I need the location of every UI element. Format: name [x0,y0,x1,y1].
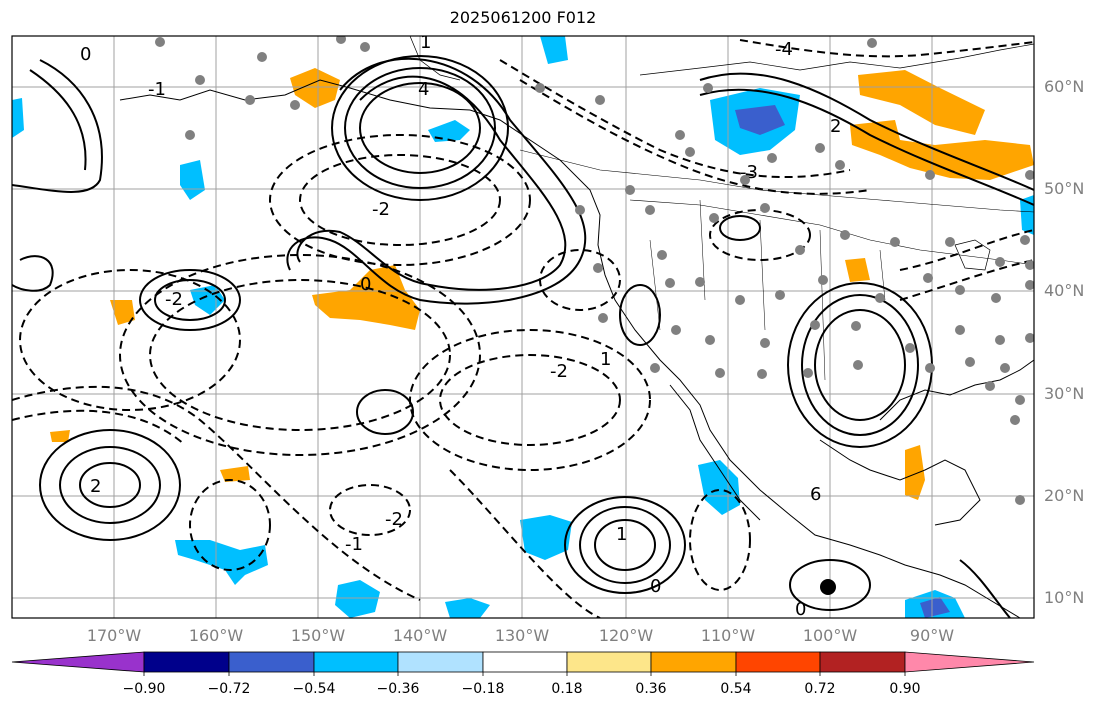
darkblue-area-canada [735,105,785,135]
contour-label: 0 [360,274,371,295]
station-dots [155,36,1034,505]
contour-high-sw [79,462,141,508]
colorbar-segment [566,651,652,673]
contour-label: 2 [90,476,101,497]
colorbar-segment [143,651,230,673]
contour-ridge [286,57,587,305]
contour-label: -2 [165,289,183,310]
lon-label: 110°W [700,626,756,645]
blue-area-east-edge [1020,195,1034,235]
colorbar-segment [650,651,737,673]
colorbar-tick-label: −0.18 [461,681,505,697]
orange-area-central-us [845,258,870,282]
lat-label: 40°N [1044,281,1085,300]
colorbar-tick-label: 0.54 [720,681,752,697]
contour-label: 1 [420,32,431,53]
colorbar-tick-label: −0.72 [207,681,251,697]
coastlines [119,36,1034,618]
colorbar [11,651,1035,676]
colorbar-segment [228,651,315,673]
blue-area-s3 [445,598,490,618]
orange-area-ne-pacific [312,265,420,330]
lon-label: 140°W [392,626,448,645]
lat-label: 50°N [1044,179,1085,198]
lat-label: 10°N [1044,588,1085,607]
contour-label: 1 [600,349,611,370]
lon-label: 130°W [494,626,550,645]
contour-label: -2 [372,199,390,220]
contour-label: 4 [418,79,429,100]
map-frame [11,35,1035,619]
contour-high-mexico [814,309,906,421]
map-title: 2025061200 F012 [449,8,597,27]
colorbar-tick-label: −0.36 [376,681,420,697]
contour-label: -2 [385,509,403,530]
contour-label: -1 [345,534,363,555]
contour-label: 0 [80,44,91,65]
colorbar-tick-label: 0.18 [551,681,583,697]
blue-area-s2 [335,580,380,618]
contour-label: 1 [616,524,627,545]
colorbar-segment [313,651,399,673]
blue-area-nw [180,160,205,200]
lon-label: 120°W [598,626,654,645]
blue-area-mexico-coast [698,460,740,515]
orange-area-west [110,300,135,325]
orange-area-alaska [290,68,340,108]
colorbar-tick-label: −0.54 [292,681,336,697]
contour-label: 2 [830,116,841,137]
colorbar-low-extend [11,651,145,673]
contour-label: 0 [795,599,806,620]
contour-label: -2 [550,361,568,382]
lon-label: 100°W [802,626,858,645]
lat-lon-grid [12,36,1034,618]
contour-low-nw [139,269,241,331]
orange-area-canada [850,120,1034,180]
lat-label: 20°N [1044,486,1085,505]
colorbar-high-extend [904,651,1035,673]
colorbar-segment [735,651,821,673]
colorbar-segment [397,651,484,673]
contour-label: -4 [775,39,793,60]
lon-label: 170°W [86,626,142,645]
lon-label: 160°W [188,626,244,645]
lon-label: 90°W [909,626,955,645]
darkblue-area-se [920,597,950,618]
colorbar-tick-label: 0.36 [635,681,667,697]
lon-label: 150°W [290,626,346,645]
blue-area-bering [12,98,24,138]
contour-label: 6 [810,484,821,505]
orange-area-sw2 [220,466,250,482]
lat-label: 30°N [1044,384,1085,403]
contour-label: 0 [650,576,661,597]
contour-label: -1 [148,79,166,100]
contour-high-gulf-alaska [359,82,481,174]
shaded-fields [12,36,1034,618]
lat-label: 60°N [1044,77,1085,96]
colorbar-segment [482,651,568,673]
orange-area-sw3 [50,430,70,442]
black-marker [820,579,836,595]
contour-label-group: 0 1 -1 -2 2 -3 -4 4 6 -2 2 0 1 -1 -2 0 -… [80,32,841,620]
dashed-contours [12,39,1034,618]
contour-high-south [594,519,656,571]
orange-area-nw-canada [858,70,985,135]
blue-area-north-top [540,36,568,64]
colorbar-segment [819,651,906,673]
blue-area-gulf-alaska [428,120,470,142]
colorbar-tick-label: −0.90 [122,681,166,697]
colorbar-tick-label: 0.72 [804,681,836,697]
blue-area-south [520,515,572,560]
colorbar-tick-label: 0.90 [889,681,921,697]
orange-area-mexico-se [905,445,925,500]
